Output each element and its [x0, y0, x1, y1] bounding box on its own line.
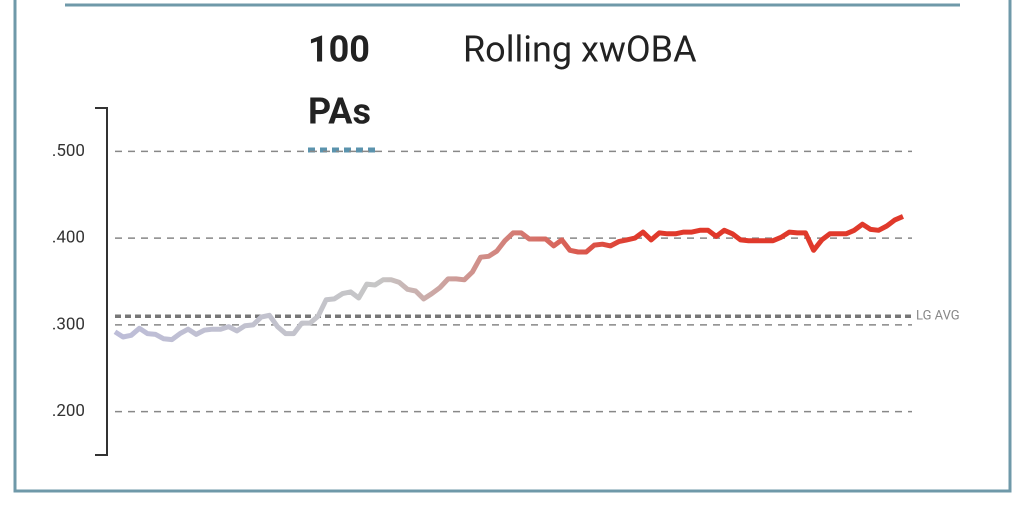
y-tick-label: .200	[52, 401, 85, 421]
league-average-label: LG AVG	[916, 309, 960, 324]
y-tick-label: .500	[52, 141, 85, 161]
y-axis	[95, 107, 108, 456]
y-tick-label: .400	[52, 228, 85, 248]
y-tick-label: .300	[52, 314, 85, 334]
window-value: 100	[308, 29, 370, 71]
chart-title: Rolling xwOBA	[463, 29, 697, 71]
window-unit: PAs	[308, 91, 371, 133]
rolling-line	[113, 214, 904, 343]
frame	[13, 0, 1012, 493]
